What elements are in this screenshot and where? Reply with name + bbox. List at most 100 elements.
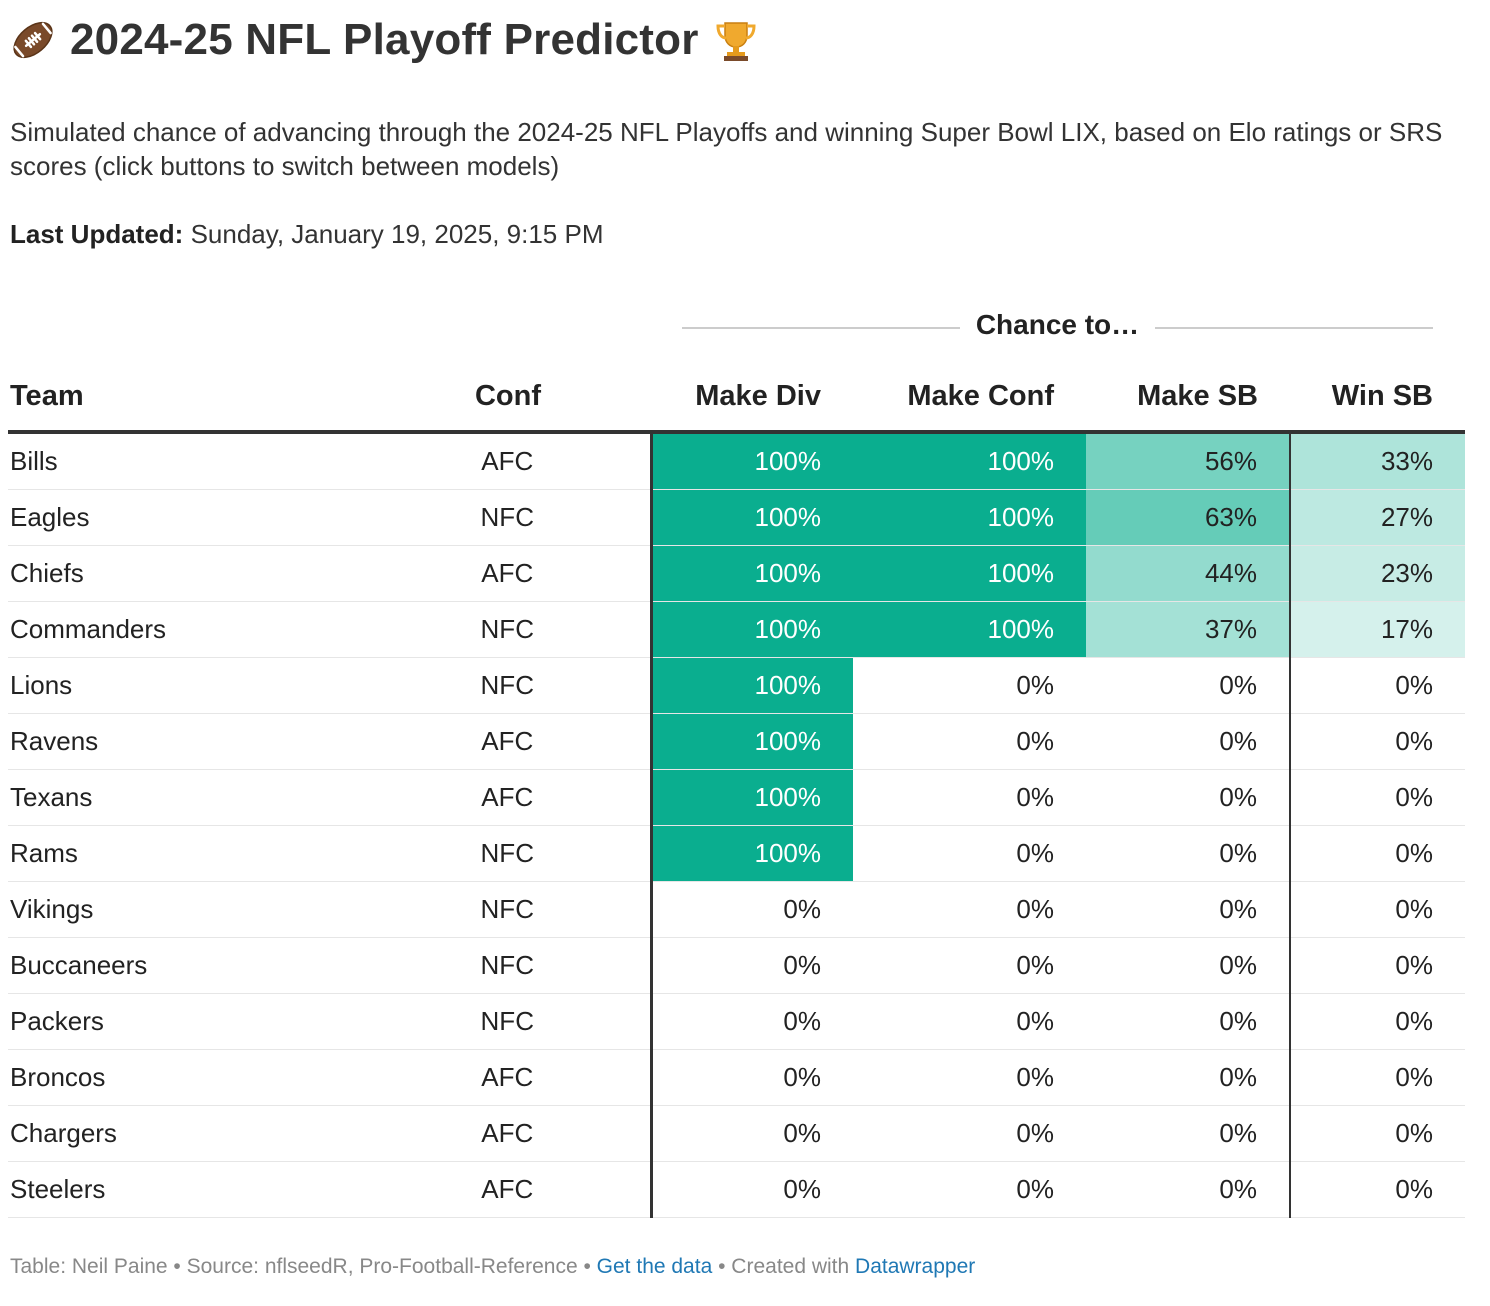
cell-make-div: 100% <box>649 601 853 658</box>
cell-team: Texans <box>8 769 365 826</box>
cell-make-conf: 0% <box>853 1161 1086 1218</box>
cell-win-sb: 0% <box>1289 825 1465 882</box>
cell-make-conf: 0% <box>853 1105 1086 1162</box>
datawrapper-link[interactable]: Datawrapper <box>855 1255 976 1278</box>
cell-conf: NFC <box>365 881 651 938</box>
cell-team: Buccaneers <box>8 937 365 994</box>
table-row: Rams NFC 100% 0% 0% 0% <box>8 825 1465 882</box>
cell-conf: NFC <box>365 937 651 994</box>
cell-make-conf: 100% <box>853 489 1086 546</box>
cell-team: Ravens <box>8 713 365 770</box>
table-row: Buccaneers NFC 0% 0% 0% 0% <box>8 937 1465 994</box>
cell-make-conf: 0% <box>853 881 1086 938</box>
cell-team: Chargers <box>8 1105 365 1162</box>
table-row: Chiefs AFC 100% 100% 44% 23% <box>8 545 1465 602</box>
cell-make-div: 0% <box>649 937 853 994</box>
cell-team: Bills <box>8 432 365 490</box>
cell-make-sb: 0% <box>1086 1161 1290 1218</box>
cell-make-sb: 0% <box>1086 993 1290 1050</box>
cell-team: Vikings <box>8 881 365 938</box>
cell-team: Chiefs <box>8 545 365 602</box>
cell-conf: NFC <box>365 657 651 714</box>
cell-win-sb: 33% <box>1289 432 1465 490</box>
cell-conf: AFC <box>365 545 651 602</box>
get-data-link[interactable]: Get the data <box>596 1255 713 1278</box>
cell-win-sb: 0% <box>1289 937 1465 994</box>
table-row: Steelers AFC 0% 0% 0% 0% <box>8 1161 1465 1218</box>
cell-make-div: 0% <box>649 1049 853 1106</box>
cell-make-div: 100% <box>649 825 853 882</box>
cell-make-conf: 100% <box>853 601 1086 658</box>
table-row: Bills AFC 100% 100% 56% 33% <box>8 432 1465 490</box>
description: Simulated chance of advancing through th… <box>10 117 1443 181</box>
cell-make-conf: 100% <box>853 545 1086 602</box>
cell-team: Lions <box>8 657 365 714</box>
col-header-conf[interactable]: Conf <box>365 362 651 434</box>
cell-make-conf: 100% <box>853 432 1086 490</box>
spanner-line-right <box>1153 327 1433 329</box>
cell-win-sb: 0% <box>1289 657 1465 714</box>
cell-conf: AFC <box>365 713 651 770</box>
cell-win-sb: 0% <box>1289 1049 1465 1106</box>
cell-win-sb: 0% <box>1289 993 1465 1050</box>
table-row: Lions NFC 100% 0% 0% 0% <box>8 657 1465 714</box>
cell-make-div: 100% <box>649 489 853 546</box>
cell-conf: NFC <box>365 825 651 882</box>
col-header-team[interactable]: Team <box>8 362 365 434</box>
col-header-make-div[interactable]: Make Div <box>651 362 853 434</box>
cell-make-sb: 0% <box>1086 1049 1290 1106</box>
col-header-make-conf[interactable]: Make Conf <box>853 362 1086 434</box>
cell-win-sb: 0% <box>1289 1161 1465 1218</box>
cell-make-conf: 0% <box>853 657 1086 714</box>
cell-conf: AFC <box>365 432 651 490</box>
cell-make-div: 100% <box>649 657 853 714</box>
table-row: Commanders NFC 100% 100% 37% 17% <box>8 601 1465 658</box>
cell-win-sb: 0% <box>1289 1105 1465 1162</box>
cell-make-sb: 63% <box>1086 489 1290 546</box>
column-group-header: Chance to… <box>682 305 1433 349</box>
col-header-make-sb[interactable]: Make SB <box>1086 362 1290 434</box>
cell-make-sb: 0% <box>1086 881 1290 938</box>
cell-win-sb: 0% <box>1289 769 1465 826</box>
table-row: Broncos AFC 0% 0% 0% 0% <box>8 1049 1465 1106</box>
cell-make-conf: 0% <box>853 713 1086 770</box>
cell-make-sb: 44% <box>1086 545 1290 602</box>
cell-make-sb: 0% <box>1086 937 1290 994</box>
table-body: Bills AFC 100% 100% 56% 33% Eagles NFC 100% 100% 6… <box>8 432 1465 1218</box>
cell-make-div: 100% <box>649 545 853 602</box>
cell-conf: NFC <box>365 993 651 1050</box>
footer: Table: Neil Paine • Source: nflseedR, Pr… <box>10 1255 975 1279</box>
cell-team: Broncos <box>8 1049 365 1106</box>
cell-make-div: 100% <box>649 713 853 770</box>
cell-make-div: 0% <box>649 1105 853 1162</box>
footer-created: • Created with <box>718 1255 850 1278</box>
cell-make-sb: 0% <box>1086 1105 1290 1162</box>
cell-make-sb: 0% <box>1086 657 1290 714</box>
title-row: 2024-25 NFL Playoff Predictor <box>10 12 759 68</box>
footer-credit: Table: Neil Paine • Source: nflseedR, Pr… <box>10 1255 591 1278</box>
cell-win-sb: 0% <box>1289 881 1465 938</box>
cell-conf: NFC <box>365 601 651 658</box>
updated-value: Sunday, January 19, 2025, 9:15 PM <box>190 219 604 249</box>
cell-make-conf: 0% <box>853 937 1086 994</box>
table-row: Packers NFC 0% 0% 0% 0% <box>8 993 1465 1050</box>
cell-make-div: 0% <box>649 881 853 938</box>
cell-conf: AFC <box>365 769 651 826</box>
col-header-win-sb[interactable]: Win SB <box>1290 362 1465 434</box>
cell-make-sb: 37% <box>1086 601 1290 658</box>
cell-make-conf: 0% <box>853 769 1086 826</box>
cell-make-div: 0% <box>649 993 853 1050</box>
cell-win-sb: 27% <box>1289 489 1465 546</box>
football-icon <box>13 21 53 59</box>
cell-win-sb: 0% <box>1289 713 1465 770</box>
page-title: 2024-25 NFL Playoff Predictor <box>70 15 699 64</box>
cell-make-sb: 56% <box>1086 432 1290 490</box>
cell-make-conf: 0% <box>853 825 1086 882</box>
table-row: Vikings NFC 0% 0% 0% 0% <box>8 881 1465 938</box>
cell-make-div: 100% <box>649 432 853 490</box>
cell-win-sb: 23% <box>1289 545 1465 602</box>
spanner-label: Chance to… <box>682 309 1433 341</box>
cell-make-sb: 0% <box>1086 769 1290 826</box>
table-row: Texans AFC 100% 0% 0% 0% <box>8 769 1465 826</box>
cell-team: Packers <box>8 993 365 1050</box>
